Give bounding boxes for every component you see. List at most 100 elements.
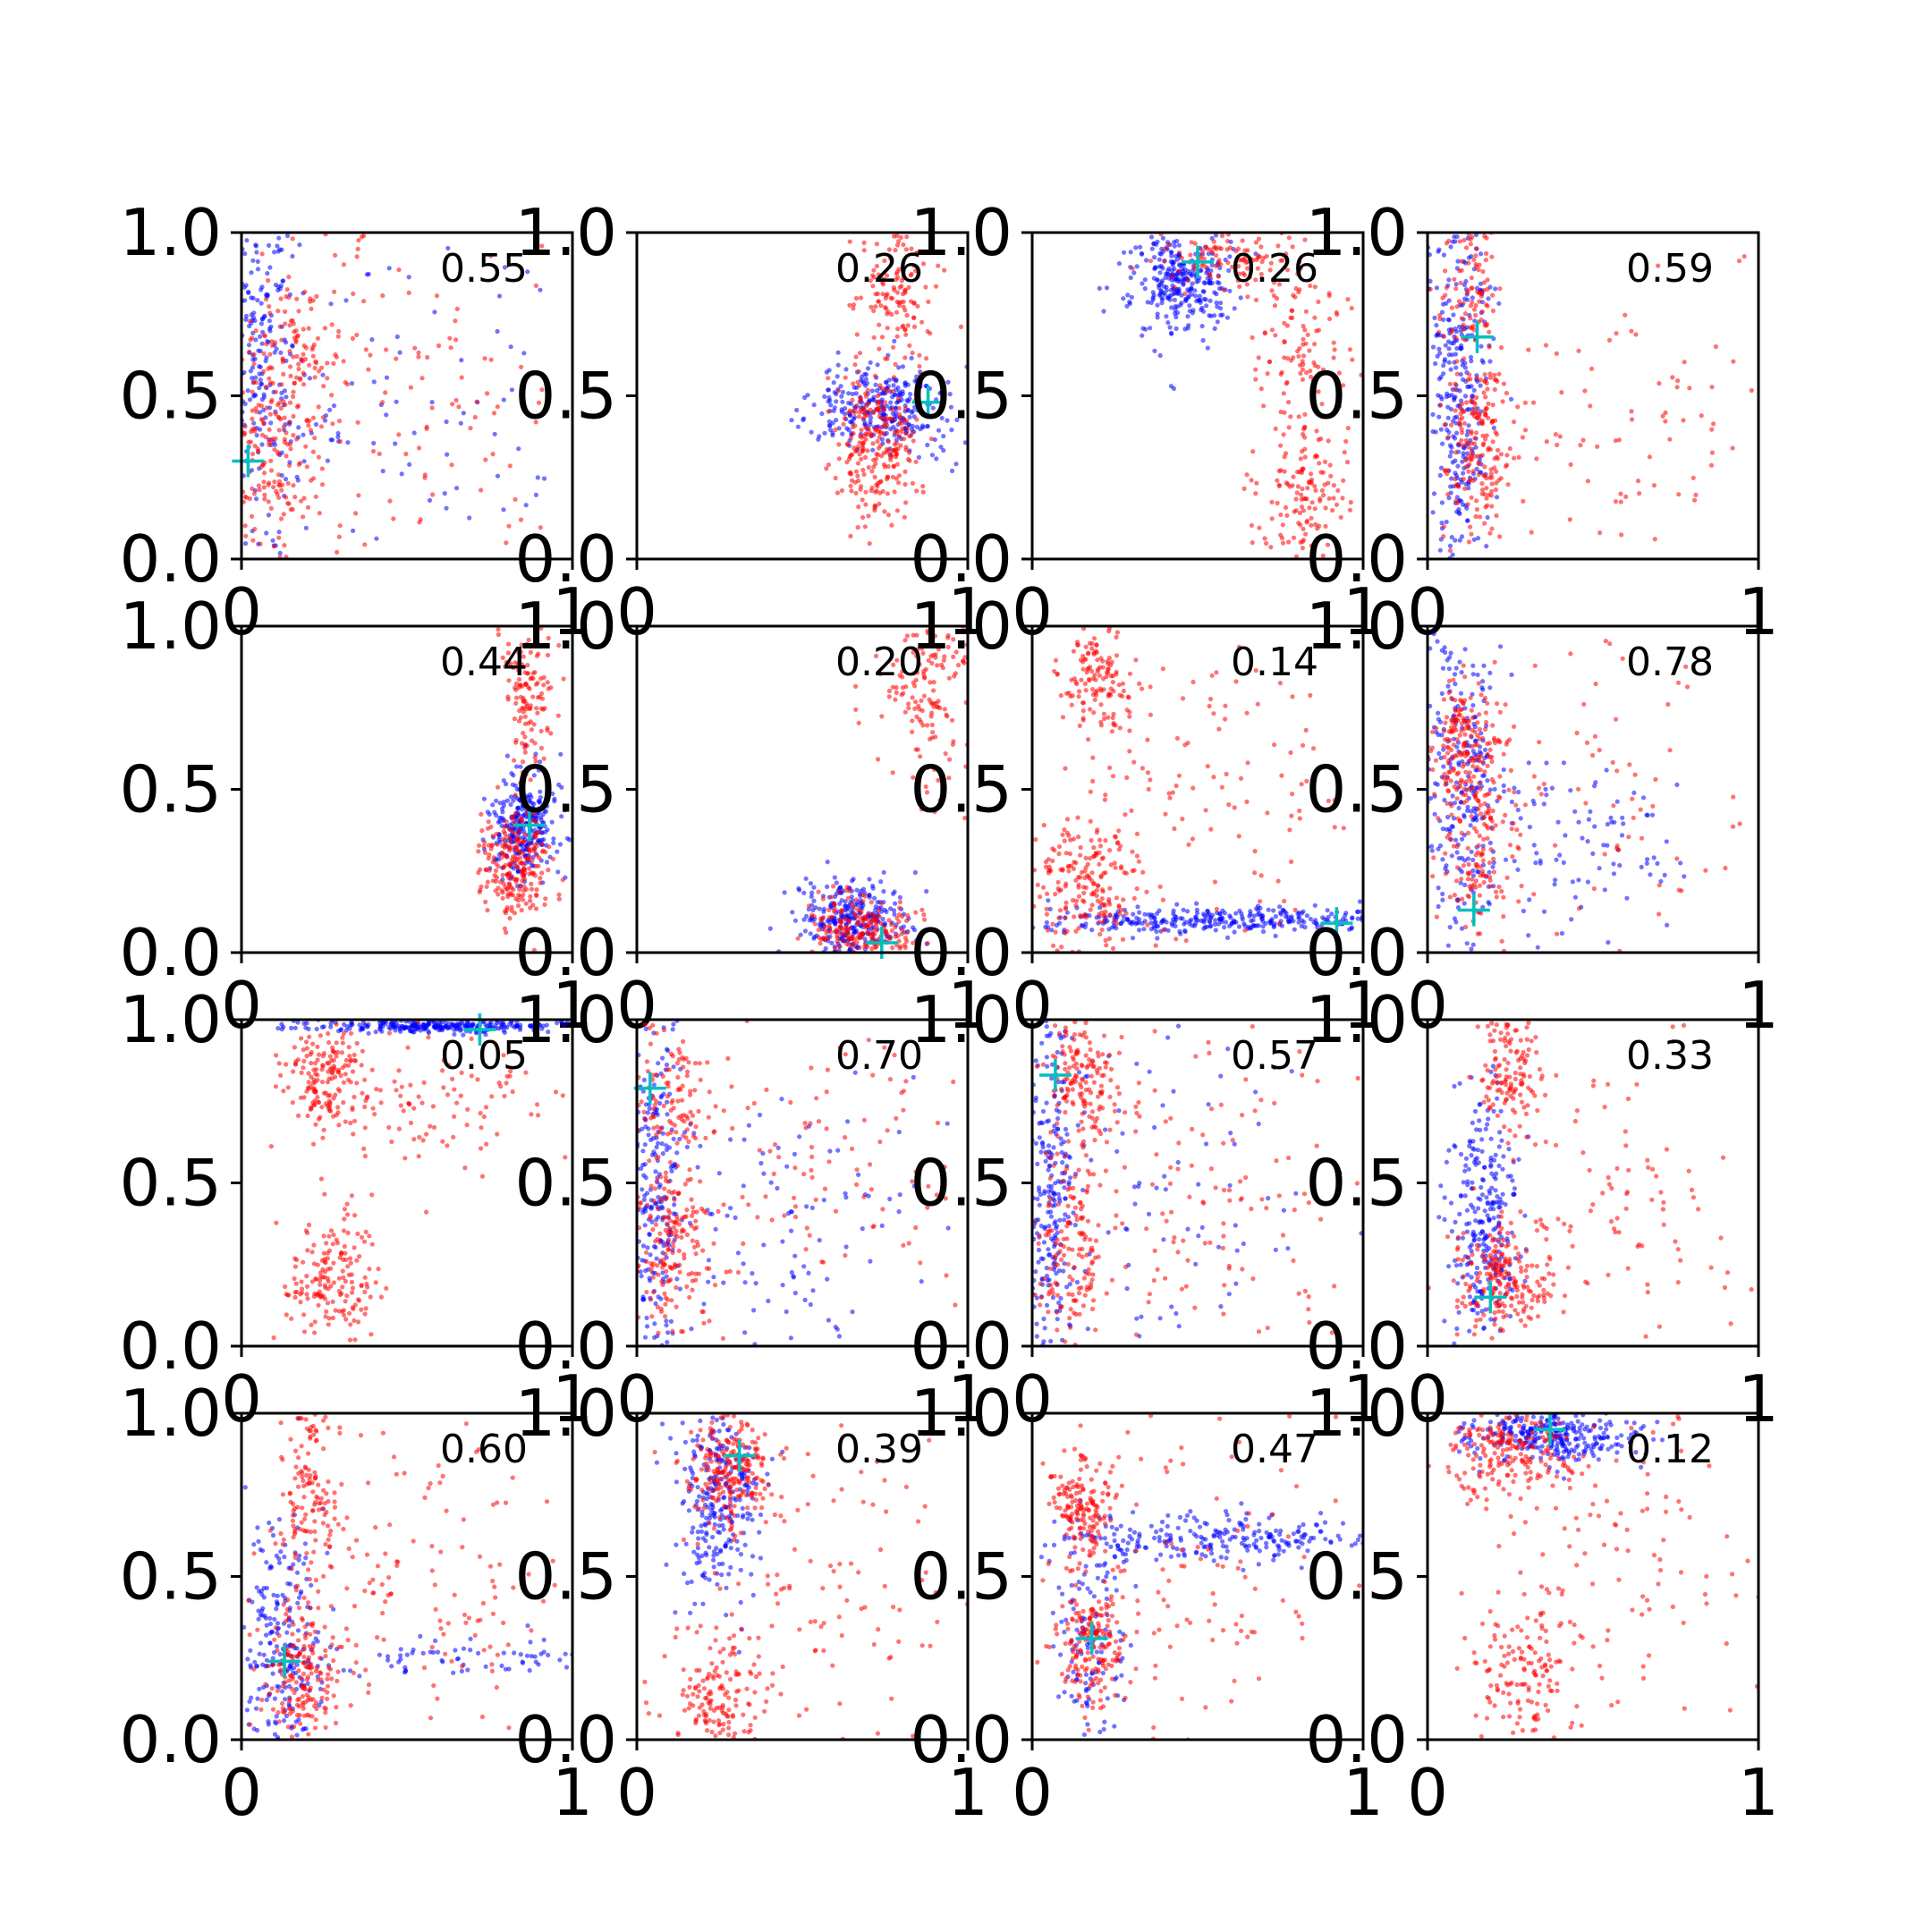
blue-point bbox=[1199, 267, 1204, 273]
red-point bbox=[355, 419, 360, 425]
blue-point bbox=[1175, 278, 1181, 284]
red-point bbox=[1064, 928, 1070, 934]
blue-point bbox=[429, 400, 435, 405]
red-point bbox=[1238, 775, 1244, 781]
red-point bbox=[1140, 766, 1145, 771]
red-point bbox=[896, 912, 902, 918]
red-point bbox=[1490, 402, 1496, 408]
red-point bbox=[1297, 510, 1302, 516]
blue-point bbox=[1445, 339, 1451, 344]
blue-point bbox=[509, 387, 515, 393]
blue-point bbox=[1454, 850, 1460, 855]
blue-point bbox=[915, 408, 920, 413]
blue-point bbox=[900, 364, 906, 369]
red-point bbox=[1244, 710, 1250, 716]
red-point bbox=[1130, 869, 1135, 874]
red-point bbox=[1312, 284, 1318, 290]
blue-point bbox=[1193, 914, 1199, 919]
blue-point bbox=[262, 313, 267, 318]
red-point bbox=[904, 633, 911, 639]
blue-point bbox=[1236, 924, 1242, 929]
red-point bbox=[904, 419, 910, 424]
red-point bbox=[1148, 684, 1153, 690]
red-point bbox=[870, 284, 876, 289]
red-point bbox=[1309, 522, 1314, 528]
red-point bbox=[876, 299, 881, 304]
red-point bbox=[516, 828, 521, 835]
blue-point bbox=[1189, 285, 1194, 291]
red-point bbox=[1104, 670, 1109, 675]
blue-point bbox=[1182, 921, 1187, 927]
red-point bbox=[1301, 323, 1306, 329]
blue-point bbox=[1152, 919, 1157, 925]
red-point bbox=[1214, 670, 1219, 675]
red-point bbox=[513, 695, 520, 700]
blue-point bbox=[1431, 491, 1437, 496]
red-point bbox=[1456, 484, 1462, 489]
red-point bbox=[1580, 437, 1586, 443]
red-point bbox=[530, 858, 535, 863]
blue-point bbox=[1597, 866, 1602, 871]
blue-point bbox=[501, 397, 506, 402]
red-point bbox=[453, 397, 459, 403]
blue-point bbox=[555, 849, 560, 854]
y-tick-label: 0.5 bbox=[514, 359, 617, 434]
blue-point bbox=[549, 819, 555, 825]
blue-point bbox=[1472, 751, 1478, 757]
blue-point bbox=[1585, 879, 1590, 885]
blue-point bbox=[1432, 811, 1437, 817]
blue-point bbox=[1665, 922, 1670, 928]
blue-point bbox=[1479, 358, 1485, 363]
red-point bbox=[1663, 410, 1668, 415]
y-tick-label: 0.5 bbox=[119, 752, 222, 827]
red-point bbox=[1109, 729, 1114, 734]
red-point bbox=[261, 369, 267, 374]
blue-point bbox=[1104, 285, 1110, 291]
red-point bbox=[1316, 389, 1321, 394]
red-point bbox=[913, 677, 919, 682]
red-point bbox=[1104, 674, 1109, 680]
red-point bbox=[914, 653, 919, 659]
red-point bbox=[869, 923, 874, 928]
red-point bbox=[1463, 245, 1470, 250]
red-point bbox=[895, 395, 901, 402]
blue-point bbox=[1049, 928, 1055, 933]
red-point bbox=[1453, 477, 1458, 482]
blue-point bbox=[248, 369, 253, 374]
red-point bbox=[839, 487, 845, 494]
blue-point bbox=[1080, 923, 1085, 928]
red-point bbox=[1618, 491, 1623, 496]
red-point bbox=[1216, 258, 1222, 263]
red-point bbox=[252, 526, 258, 532]
red-point bbox=[396, 432, 402, 437]
red-point bbox=[1073, 928, 1079, 934]
red-point bbox=[384, 347, 389, 352]
blue-point bbox=[1296, 914, 1301, 919]
score-label: 0.26 bbox=[1231, 246, 1318, 292]
red-point bbox=[499, 888, 504, 894]
red-point bbox=[962, 815, 968, 821]
blue-point bbox=[808, 881, 814, 886]
blue-point bbox=[1175, 310, 1181, 316]
red-point bbox=[517, 850, 522, 855]
red-point bbox=[1106, 936, 1112, 941]
blue-point bbox=[384, 375, 390, 380]
red-point bbox=[1467, 462, 1472, 467]
red-point bbox=[910, 350, 915, 356]
red-point bbox=[520, 878, 525, 884]
red-point bbox=[882, 258, 887, 264]
red-point bbox=[877, 479, 883, 485]
blue-point bbox=[1169, 253, 1174, 258]
blue-point bbox=[905, 399, 911, 404]
red-point bbox=[860, 497, 865, 503]
red-point bbox=[911, 315, 917, 320]
blue-point bbox=[893, 901, 898, 906]
red-point bbox=[1291, 535, 1297, 540]
red-point bbox=[508, 839, 513, 844]
red-point bbox=[508, 890, 513, 896]
red-point bbox=[1244, 282, 1250, 287]
red-point bbox=[276, 482, 282, 487]
blue-point bbox=[492, 809, 497, 815]
blue-point bbox=[1159, 246, 1165, 251]
blue-point bbox=[859, 888, 864, 894]
